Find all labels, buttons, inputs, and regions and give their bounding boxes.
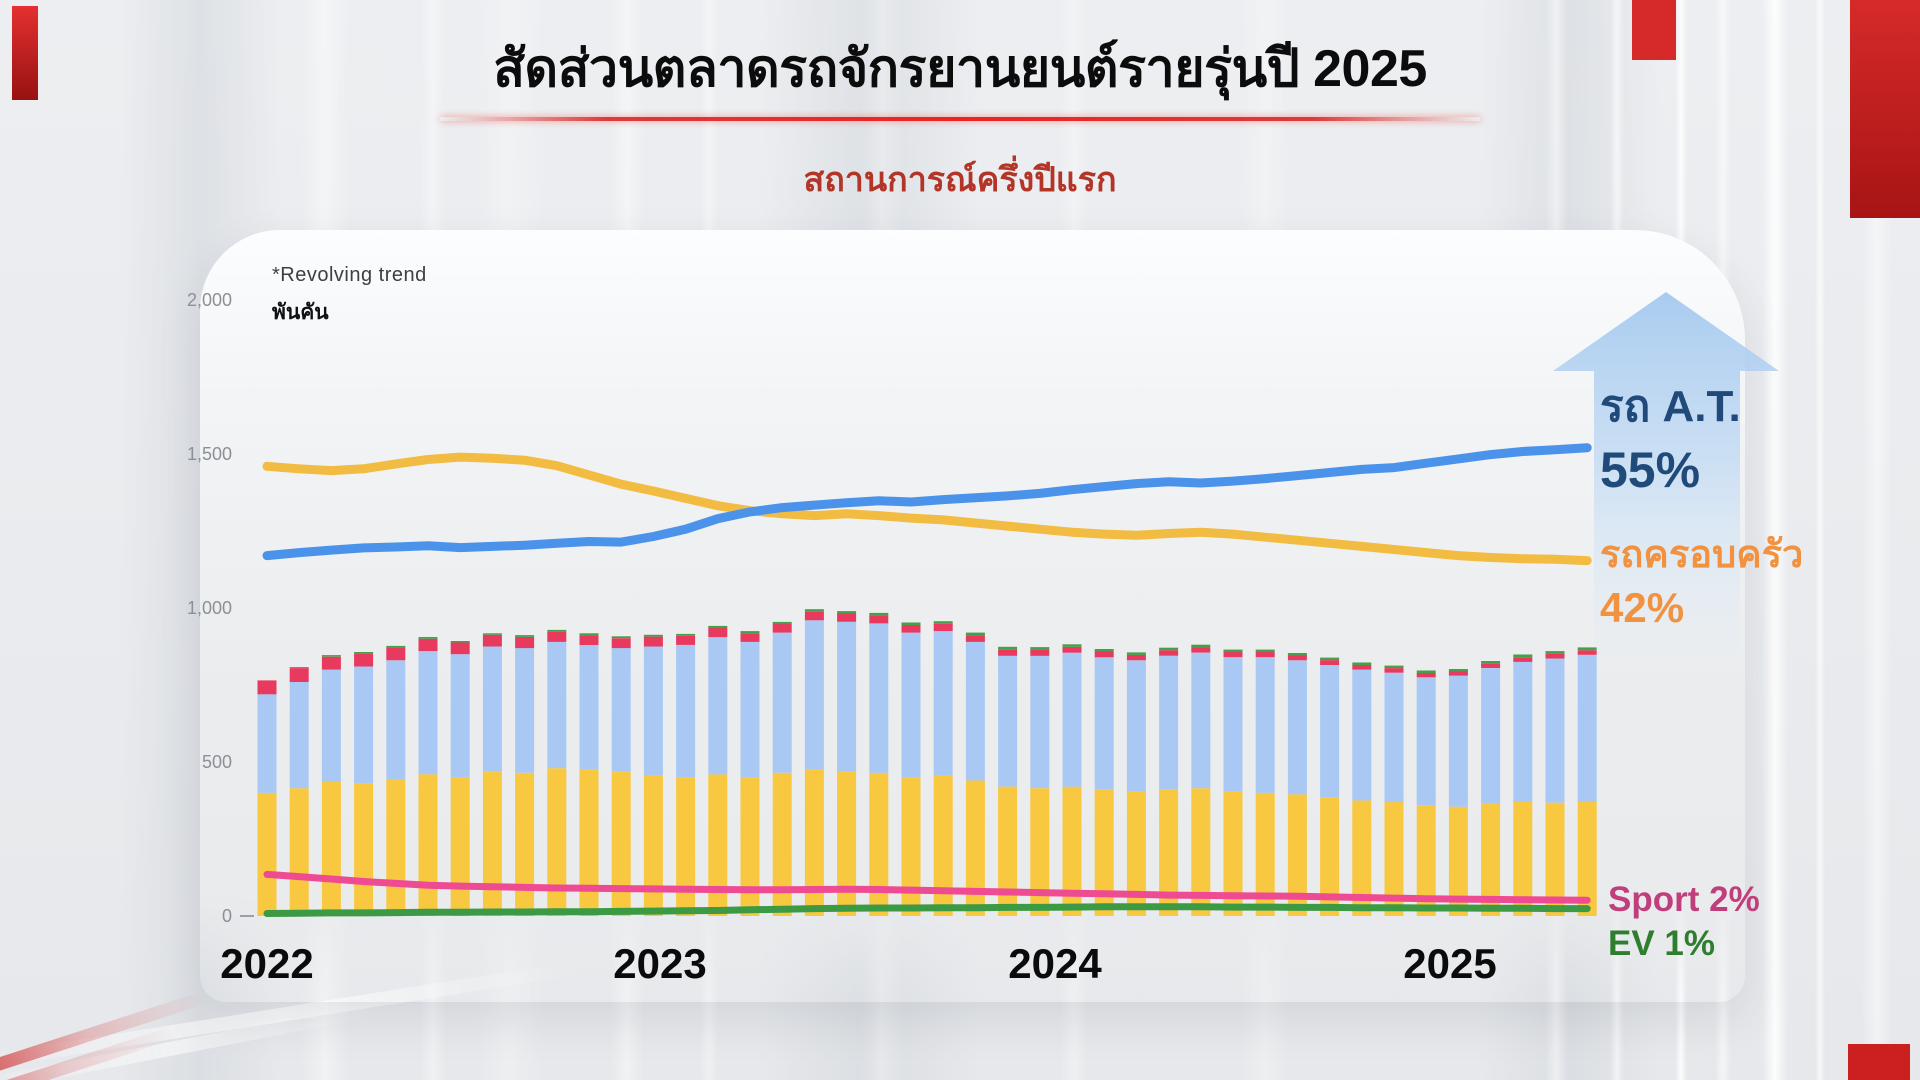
- y-axis-tick: 1,000: [187, 598, 232, 618]
- y-axis-tick: 0: [222, 906, 232, 926]
- sport-trend-line: [263, 870, 1591, 904]
- x-axis-year-label: 2022: [220, 940, 313, 987]
- at-trend-line: [262, 443, 1592, 561]
- y-axis-tick: 2,000: [187, 290, 232, 310]
- legend-family-value: 42%: [1600, 584, 1685, 631]
- legend-family-label: รถครอบครัว: [1600, 534, 1804, 576]
- y-axis-tick: 1,500: [187, 444, 232, 464]
- chart-note: *Revolving trend: [272, 264, 427, 286]
- legend-ev-label: EV 1%: [1608, 924, 1715, 963]
- x-axis-year-label: 2025: [1403, 940, 1496, 987]
- family-trend-line: [262, 452, 1592, 566]
- page-title: สัดส่วนตลาดรถจักรยานยนต์รายรุ่นปี 2025: [493, 40, 1427, 98]
- x-axis-year-label: 2024: [1008, 940, 1102, 987]
- title-divider: [440, 117, 1480, 121]
- legend-at-value: 55%: [1600, 442, 1701, 498]
- x-axis-year-label: 2023: [613, 940, 706, 987]
- page-subtitle: สถานการณ์ครึ่งปีแรก: [803, 161, 1117, 199]
- y-axis-tick: 500: [202, 752, 232, 772]
- bar-stacks: [257, 609, 1597, 916]
- chart-unit-label: พันคัน: [272, 301, 329, 324]
- legend-at-label: รถ A.T.: [1600, 382, 1741, 431]
- ev-trend-line: [263, 903, 1591, 917]
- legend-sport-label: Sport 2%: [1608, 880, 1760, 919]
